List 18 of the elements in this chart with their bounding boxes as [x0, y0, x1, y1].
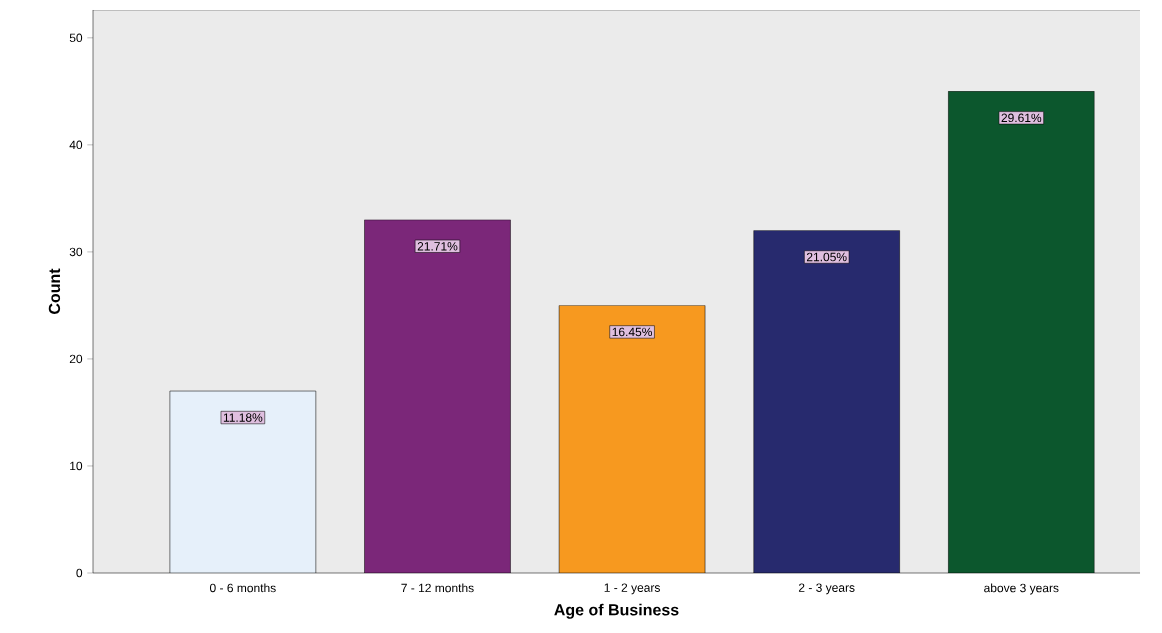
x-axis-title: Age of Business: [554, 603, 679, 619]
x-tick-label: 7 - 12 months: [401, 583, 474, 593]
annotation: 21.05%: [806, 252, 847, 262]
y-axis-title: Count: [48, 268, 61, 314]
y-tick-label: 30: [69, 247, 83, 257]
x-tick-label: 0 - 6 months: [209, 583, 276, 593]
y-tick-label: 50: [69, 33, 83, 43]
x-tick-label: 1 - 2 years: [604, 583, 660, 595]
x-tick-label: above 3 years: [984, 583, 1059, 595]
annotation: 21.71%: [417, 242, 458, 251]
annotation: 16.45%: [612, 327, 652, 337]
y-tick-label: 10: [70, 461, 83, 471]
annotation: 29.61%: [1001, 113, 1042, 123]
y-tick-label: 40: [69, 140, 83, 150]
annotation: 11.18%: [223, 413, 263, 422]
x-tick-label: 2 - 3 years: [798, 583, 855, 595]
y-tick-label: 20: [69, 354, 83, 364]
y-tick-label: 0: [76, 568, 83, 578]
